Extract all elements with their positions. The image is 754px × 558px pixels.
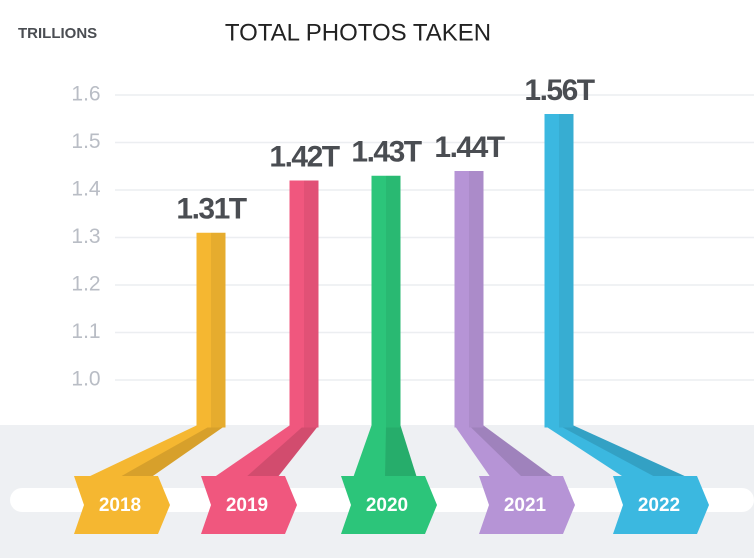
y-tick-label: 1.6	[71, 83, 100, 106]
ribbon-bend-shade	[118, 425, 226, 478]
y-tick-label: 1.3	[71, 225, 100, 248]
ribbon-bend	[454, 425, 555, 478]
y-tick-label: 1.2	[71, 273, 100, 296]
value-label: 1.31T	[176, 193, 246, 226]
year-ribbon	[201, 476, 297, 534]
ribbon-bend	[353, 425, 417, 478]
bar	[289, 180, 319, 428]
ribbon-bend-shade	[559, 425, 689, 478]
y-tick-label: 1.1	[71, 320, 100, 343]
bar	[371, 175, 401, 428]
ribbon-bend-shade	[469, 425, 555, 478]
bar	[454, 171, 484, 428]
value-label: 1.56T	[524, 74, 594, 107]
bar	[196, 232, 226, 428]
chart-title: TOTAL PHOTOS TAKEN	[225, 19, 491, 46]
value-label: 1.42T	[269, 140, 339, 173]
ribbon-bend-shade	[245, 425, 319, 478]
ribbon-bend-shade	[385, 425, 417, 478]
ribbon-bend	[86, 425, 226, 478]
y-axis-label: TRILLIONS	[18, 25, 97, 42]
bar-shade	[559, 114, 574, 428]
ribbon-bend	[544, 425, 689, 478]
x-tick-label: 2018	[99, 495, 141, 516]
x-tick-label: 2021	[504, 495, 547, 516]
year-ribbon	[341, 476, 437, 534]
value-label: 1.43T	[351, 136, 421, 169]
x-tick-label: 2019	[226, 495, 268, 516]
bar-shade	[304, 180, 319, 428]
bar-shade	[211, 232, 226, 428]
bar-shade	[386, 175, 401, 428]
y-tick-label: 1.0	[71, 368, 100, 391]
bar-shade	[469, 171, 484, 428]
x-tick-label: 2020	[366, 495, 408, 516]
bar	[544, 114, 574, 428]
ribbon-bend	[213, 425, 319, 478]
x-tick-label: 2022	[638, 495, 680, 516]
year-ribbon	[479, 476, 575, 534]
year-ribbon	[74, 476, 170, 534]
value-label: 1.44T	[434, 131, 504, 164]
y-tick-label: 1.4	[71, 178, 101, 201]
y-tick-label: 1.5	[71, 130, 100, 153]
year-ribbon	[613, 476, 709, 534]
